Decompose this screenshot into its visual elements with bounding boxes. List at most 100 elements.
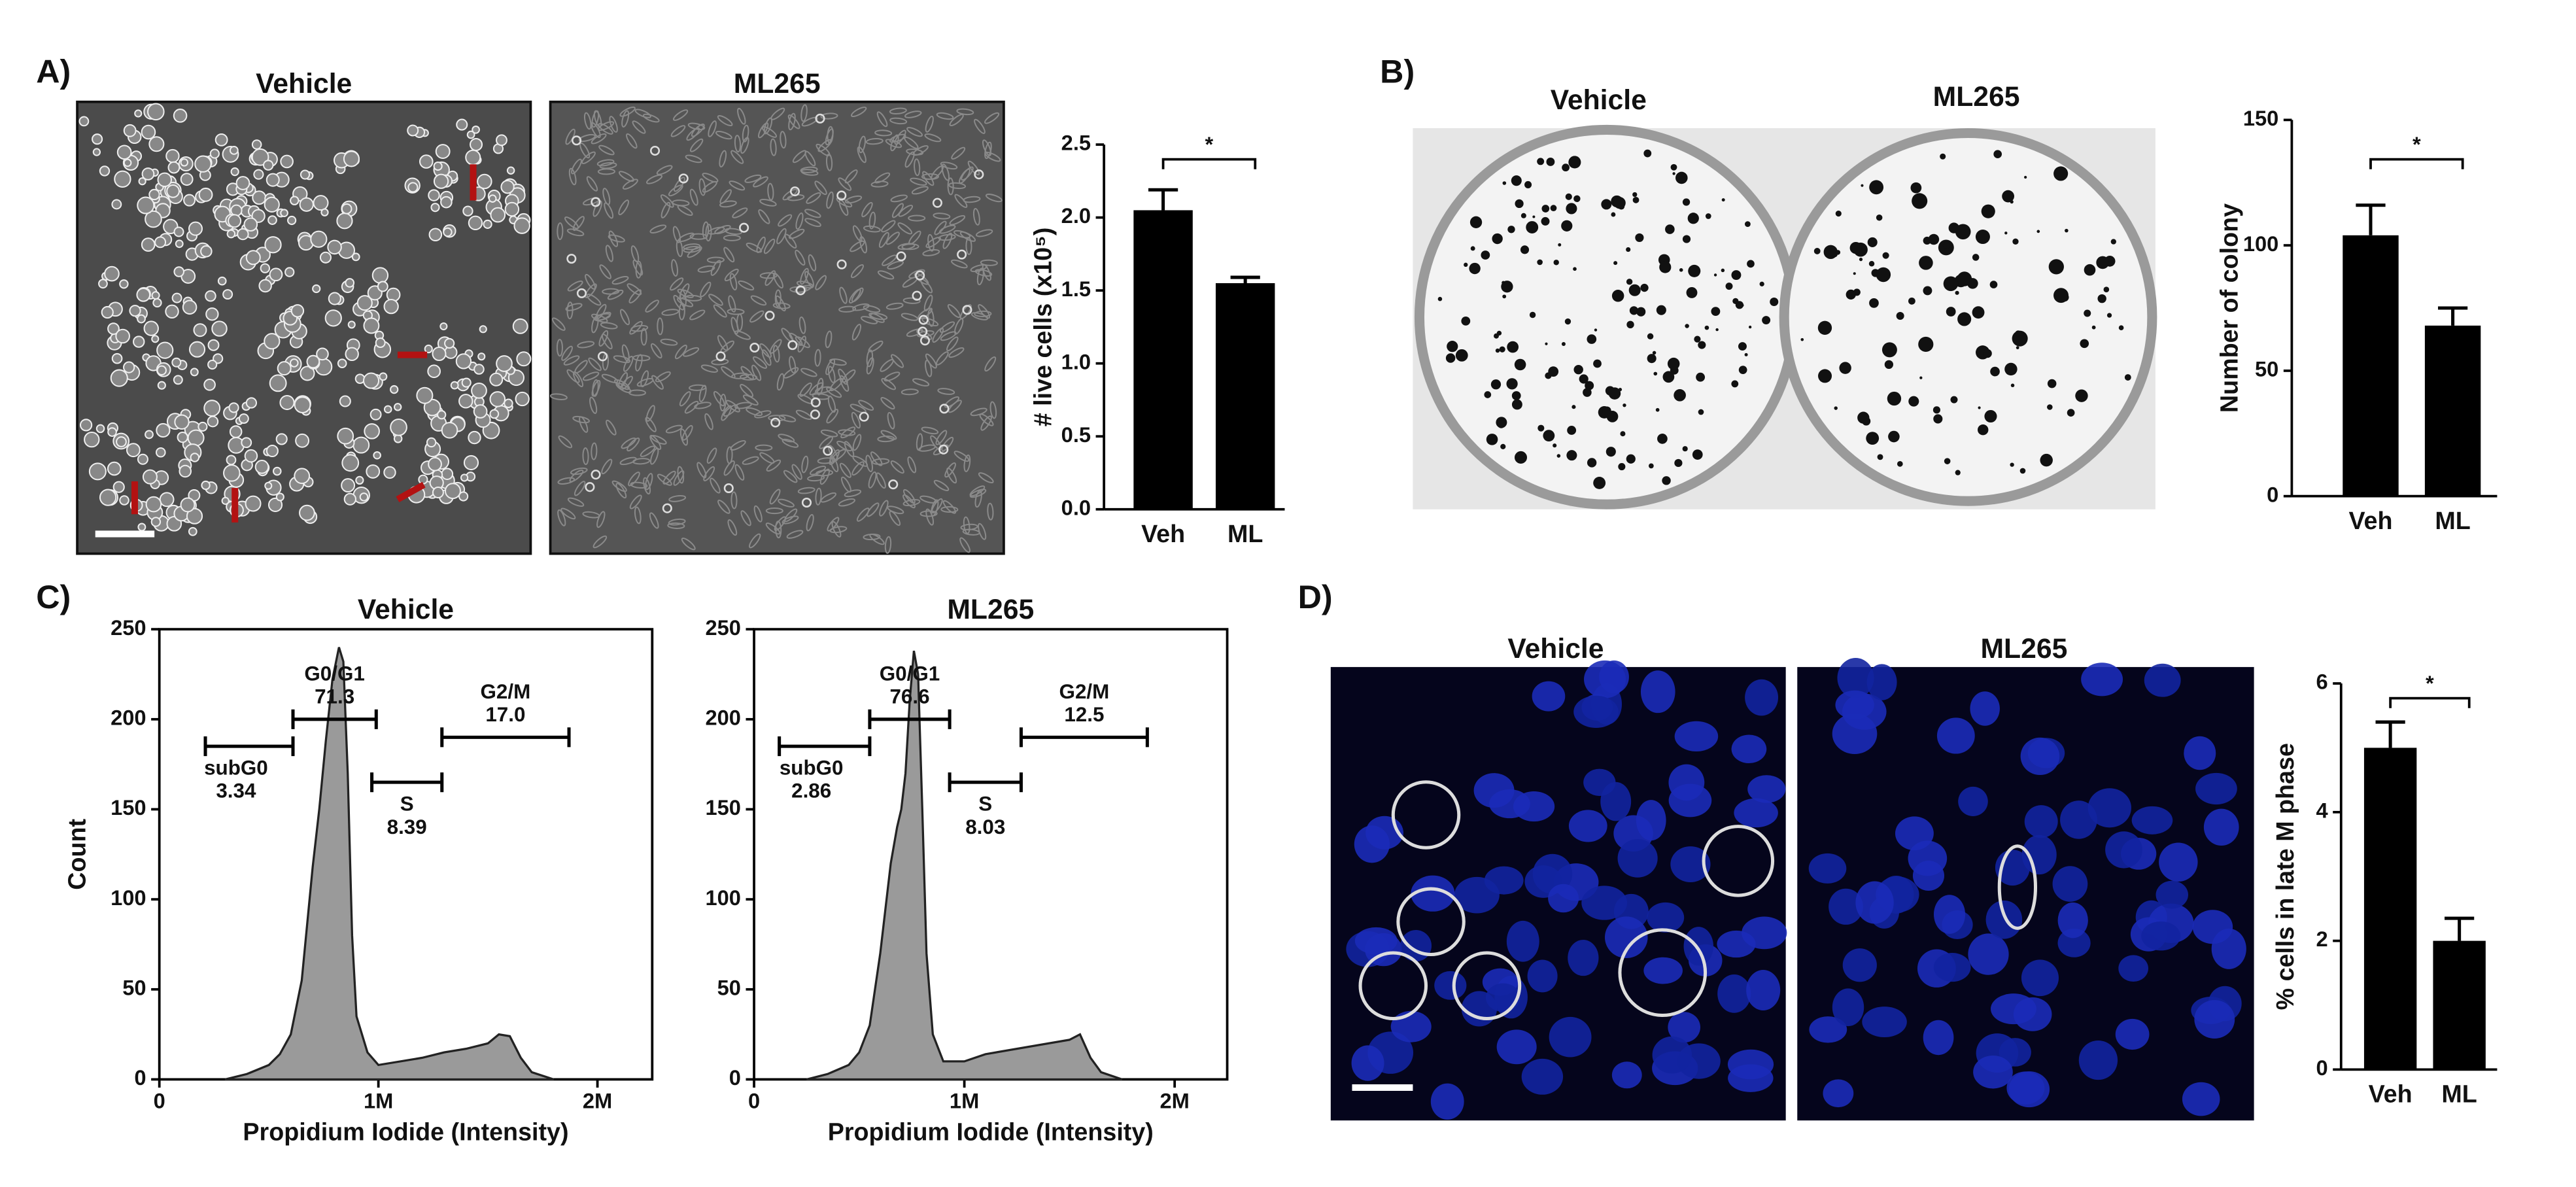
y-tick-label: 0 bbox=[134, 1065, 146, 1090]
y-tick-label: 100 bbox=[2243, 232, 2278, 256]
colony bbox=[1762, 316, 1771, 325]
cell bbox=[500, 180, 515, 194]
cell bbox=[515, 391, 530, 407]
colony bbox=[1514, 358, 1526, 371]
cell bbox=[734, 402, 752, 409]
cell bbox=[755, 444, 773, 451]
cell bbox=[203, 400, 221, 417]
nucleus bbox=[1923, 1020, 1954, 1056]
plot-frame bbox=[158, 628, 654, 1081]
cell bbox=[243, 217, 258, 232]
cell bbox=[888, 479, 899, 490]
cell bbox=[592, 200, 602, 217]
colony bbox=[1674, 458, 1683, 468]
colony bbox=[1884, 360, 1894, 370]
cell bbox=[300, 366, 315, 381]
colony bbox=[1686, 287, 1698, 298]
colony bbox=[1561, 341, 1566, 347]
colony bbox=[1687, 213, 1699, 224]
cell bbox=[489, 372, 504, 387]
cell bbox=[264, 481, 273, 490]
cell bbox=[245, 495, 262, 512]
colony bbox=[1647, 354, 1657, 364]
cell bbox=[351, 252, 360, 262]
cell bbox=[188, 221, 203, 236]
cell bbox=[567, 280, 583, 292]
cell bbox=[711, 358, 729, 366]
cell bbox=[369, 408, 382, 421]
cell bbox=[783, 367, 799, 379]
cell bbox=[651, 375, 664, 390]
cell bbox=[679, 428, 689, 446]
cell bbox=[974, 490, 982, 508]
cell bbox=[683, 246, 701, 253]
cell bbox=[112, 481, 125, 493]
cell bbox=[572, 371, 584, 388]
cell bbox=[473, 364, 485, 375]
colony bbox=[1955, 470, 1961, 475]
cell bbox=[145, 210, 162, 228]
colony bbox=[1834, 406, 1838, 410]
cell bbox=[792, 150, 807, 163]
y-tick-label: 50 bbox=[717, 975, 741, 999]
nucleus bbox=[1581, 886, 1628, 920]
cell bbox=[373, 451, 381, 460]
cell bbox=[673, 470, 685, 486]
cell bbox=[810, 409, 820, 420]
panel-label: B) bbox=[1380, 53, 1415, 90]
cell bbox=[383, 405, 392, 414]
gate-name: S bbox=[400, 793, 414, 816]
colony bbox=[1611, 290, 1624, 302]
cell bbox=[651, 343, 662, 359]
nucleus bbox=[2195, 772, 2237, 805]
cell bbox=[359, 492, 369, 502]
panel-label: D) bbox=[1298, 579, 1333, 615]
cell bbox=[226, 229, 236, 239]
x-tick-label: 2M bbox=[1159, 1088, 1189, 1112]
colony bbox=[1972, 306, 1985, 319]
cell bbox=[686, 127, 700, 141]
cell bbox=[858, 135, 867, 154]
cell bbox=[104, 266, 120, 282]
cell bbox=[657, 317, 664, 335]
colony bbox=[1823, 245, 1838, 260]
cell bbox=[876, 472, 886, 489]
image-title: Vehicle bbox=[1507, 633, 1604, 664]
cell bbox=[115, 328, 130, 344]
cell bbox=[806, 192, 821, 204]
cell bbox=[506, 166, 515, 175]
colony bbox=[1698, 409, 1704, 415]
cell bbox=[383, 298, 399, 315]
cell bbox=[228, 402, 239, 413]
cell bbox=[751, 364, 762, 381]
cell bbox=[151, 335, 160, 343]
gate-value: 3.34 bbox=[216, 780, 256, 802]
cell bbox=[607, 289, 624, 300]
colony bbox=[1948, 222, 1959, 233]
cell bbox=[797, 394, 814, 404]
cell bbox=[341, 454, 360, 472]
cell bbox=[750, 295, 767, 306]
cell bbox=[662, 503, 672, 513]
cell bbox=[889, 133, 906, 143]
cell bbox=[838, 305, 857, 313]
cell bbox=[795, 285, 806, 296]
cell bbox=[141, 167, 155, 181]
cell bbox=[306, 354, 320, 369]
significance-bracket bbox=[2389, 697, 2471, 708]
cell bbox=[154, 236, 167, 249]
colony bbox=[1923, 286, 1932, 296]
cell bbox=[756, 236, 766, 254]
cell bbox=[719, 150, 727, 168]
cell bbox=[789, 356, 797, 373]
cell bbox=[908, 269, 925, 279]
cell bbox=[146, 103, 165, 121]
cell bbox=[460, 473, 469, 482]
cell bbox=[433, 173, 449, 189]
colony bbox=[1744, 221, 1751, 228]
cell bbox=[151, 291, 160, 300]
cell bbox=[343, 150, 360, 167]
dish bbox=[1414, 124, 1799, 509]
cell bbox=[679, 289, 687, 307]
y-axis-label: Number of colony bbox=[2215, 203, 2242, 413]
